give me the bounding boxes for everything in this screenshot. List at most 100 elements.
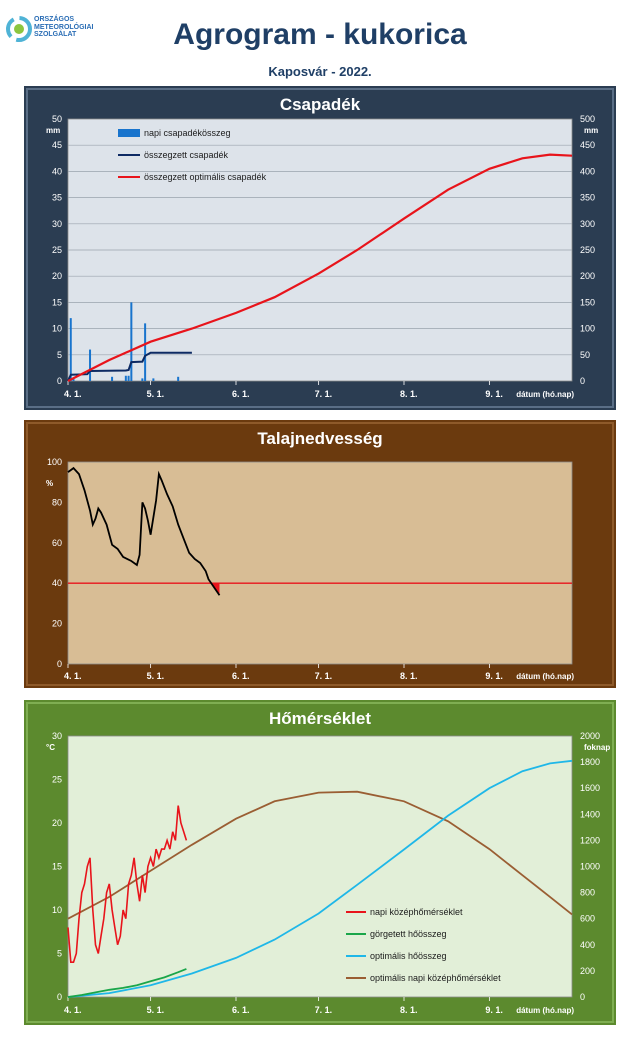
y-tick-label: 0 (57, 659, 62, 669)
chart-title: Hőmérséklet (269, 709, 371, 728)
legend-label: napi csapadékösszeg (144, 128, 231, 138)
y-tick-label: 10 (52, 324, 62, 334)
y-tick-label: 20 (52, 619, 62, 629)
legend-label: optimális hőösszeg (370, 951, 447, 961)
x-tick-label: 8. 1. (400, 389, 418, 399)
y2-tick-label: 1600 (580, 783, 600, 793)
x-tick-label: 5. 1. (147, 1005, 165, 1015)
x-tick-label: 7. 1. (315, 389, 333, 399)
precip-bar (72, 378, 75, 381)
logo-line-2: METEOROLÓGIAI (34, 23, 94, 31)
precip-bar (89, 349, 92, 381)
x-tick-label: 5. 1. (147, 671, 165, 681)
precip-bar (124, 375, 127, 381)
x-axis-label: dátum (hó.nap) (516, 390, 574, 399)
x-tick-label: 7. 1. (315, 1005, 333, 1015)
y-tick-label: 80 (52, 497, 62, 507)
precipitation-chart: Csapadék 0 5 10 15 20 25 30 35 40 45 50 mm 0 50 100 150 2… (24, 86, 616, 410)
y2-tick-label: 100 (580, 324, 595, 334)
x-tick-label: 6. 1. (232, 1005, 250, 1015)
soil-moisture-panel: Talajnedvesség 0 20 40 60 80 100% 4. 1. 5. 1. 6. … (24, 420, 616, 688)
y-tick-label: 60 (52, 538, 62, 548)
x-axis-label: dátum (hó.nap) (516, 672, 574, 681)
y2-tick-label: 1200 (580, 835, 600, 845)
x-tick-label: 8. 1. (400, 671, 418, 681)
y2-tick-label: 200 (580, 271, 595, 281)
x-tick-label: 4. 1. (64, 1005, 82, 1015)
y-tick-label: 35 (52, 193, 62, 203)
y-tick-label: 25 (52, 775, 62, 785)
x-axis-label: dátum (hó.nap) (516, 1006, 574, 1015)
y-tick-label: 5 (57, 949, 62, 959)
y-tick-label: 40 (52, 578, 62, 588)
temperature-panel: Hőmérséklet 0 5 10 15 20 25 30 °C 0 200 400 600 800 10… (24, 700, 616, 1025)
precip-bar (69, 318, 72, 381)
panel-bevel (26, 88, 614, 408)
page-subtitle: Kaposvár - 2022. (268, 64, 372, 79)
precip-bar (177, 376, 180, 381)
legend-label: napi középhőmérséklet (370, 907, 463, 917)
precip-bar (141, 378, 144, 381)
y2-tick-label: 250 (580, 245, 595, 255)
legend-label: összegzett optimális csapadék (144, 172, 267, 182)
y-tick-label: 30 (52, 731, 62, 741)
y-tick-label: 0 (57, 992, 62, 1002)
y-tick-label: 15 (52, 862, 62, 872)
rolling-heat-sum-line (67, 968, 187, 998)
y2-tick-label: 450 (580, 140, 595, 150)
logo-line-3: SZOLGÁLAT (34, 31, 77, 38)
plot-area (67, 461, 573, 665)
omsz-logo: ORSZÁGOS METEOROLÓGIAI SZOLGÁLAT (6, 16, 126, 50)
chart-title: Csapadék (280, 95, 361, 114)
precip-bar (144, 323, 147, 381)
y2-tick-label: 0 (580, 992, 585, 1002)
y-tick-label: 0 (57, 376, 62, 386)
y-axis-label: °C (46, 743, 55, 752)
optimal-daily-temp-line (67, 790, 573, 920)
y2-tick-label: 50 (580, 350, 590, 360)
y-tick-label: 20 (52, 818, 62, 828)
legend-swatch-bars (118, 129, 140, 137)
x-tick-label: 9. 1. (485, 1005, 503, 1015)
precip-bar (111, 376, 114, 381)
optimal-precip-line (67, 153, 573, 382)
y-tick-label: 10 (52, 905, 62, 915)
y2-tick-label: 150 (580, 297, 595, 307)
optimal-heat-sum-line (67, 759, 573, 998)
soil-moisture-chart: Talajnedvesség 0 20 40 60 80 100% 4. 1. 5. 1. 6. … (24, 420, 616, 688)
y2-tick-label: 1000 (580, 862, 600, 872)
x-tick-label: 6. 1. (232, 671, 250, 681)
y2-tick-label: 350 (580, 193, 595, 203)
y-tick-label: 50 (52, 114, 62, 124)
y-tick-label: 100 (47, 457, 62, 467)
legend-label: görgetett hőösszeg (370, 929, 447, 939)
x-tick-label: 8. 1. (400, 1005, 418, 1015)
panel-bevel (26, 702, 614, 1023)
soil-moisture-line (67, 466, 221, 596)
plot-area (67, 735, 573, 998)
temperature-chart: Hőmérséklet 0 5 10 15 20 25 30 °C 0 200 400 600 800 10… (24, 700, 616, 1025)
y-tick-label: 20 (52, 271, 62, 281)
x-tick-label: 5. 1. (147, 389, 165, 399)
y-tick-label: 45 (52, 140, 62, 150)
y2-axis-label: foknap (584, 743, 610, 752)
y2-axis-label: mm (584, 126, 598, 135)
y2-tick-label: 2000 (580, 731, 600, 741)
y-axis-label: mm (46, 126, 60, 135)
x-tick-label: 6. 1. (232, 389, 250, 399)
y2-tick-label: 400 (580, 166, 595, 176)
y-tick-label: 15 (52, 297, 62, 307)
y-axis-label: % (46, 479, 53, 488)
y2-tick-label: 0 (580, 376, 585, 386)
y2-tick-label: 1400 (580, 809, 600, 819)
y-tick-label: 30 (52, 219, 62, 229)
page-title: Agrogram - kukorica (173, 18, 467, 51)
x-tick-label: 4. 1. (64, 389, 82, 399)
legend-label: optimális napi középhőmérséklet (370, 973, 501, 983)
y2-tick-label: 300 (580, 219, 595, 229)
precip-bar (152, 378, 155, 381)
y-tick-label: 40 (52, 166, 62, 176)
x-tick-label: 4. 1. (64, 671, 82, 681)
panel-bevel (26, 422, 614, 686)
y2-tick-label: 1800 (580, 757, 600, 767)
